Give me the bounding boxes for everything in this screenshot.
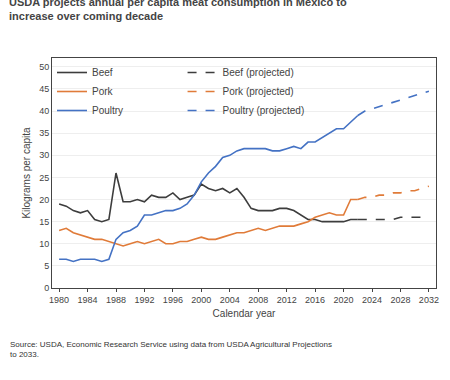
svg-text:2016: 2016	[305, 295, 325, 305]
svg-text:1980: 1980	[49, 295, 69, 305]
svg-text:40: 40	[39, 106, 49, 116]
svg-text:Beef: Beef	[92, 67, 113, 78]
svg-text:2024: 2024	[362, 295, 382, 305]
svg-text:2000: 2000	[191, 295, 211, 305]
svg-text:Kilograms per capita: Kilograms per capita	[21, 127, 32, 219]
svg-text:15: 15	[39, 217, 49, 227]
svg-text:2012: 2012	[277, 295, 297, 305]
svg-text:Calendar year: Calendar year	[213, 308, 276, 319]
svg-text:2008: 2008	[248, 295, 268, 305]
svg-text:1992: 1992	[134, 295, 154, 305]
svg-text:20: 20	[39, 195, 49, 205]
svg-text:1996: 1996	[163, 295, 183, 305]
svg-text:1984: 1984	[78, 295, 98, 305]
svg-text:2004: 2004	[220, 295, 240, 305]
svg-text:30: 30	[39, 150, 49, 160]
svg-text:2032: 2032	[419, 295, 439, 305]
svg-text:Beef (projected): Beef (projected)	[223, 67, 294, 78]
svg-text:10: 10	[39, 239, 49, 249]
svg-text:25: 25	[39, 173, 49, 183]
svg-text:0: 0	[44, 283, 49, 293]
svg-text:Pork: Pork	[92, 86, 114, 97]
svg-text:50: 50	[39, 62, 49, 72]
svg-text:1988: 1988	[106, 295, 126, 305]
svg-text:2020: 2020	[334, 295, 354, 305]
svg-text:Poultry (projected): Poultry (projected)	[223, 105, 305, 116]
svg-text:35: 35	[39, 128, 49, 138]
svg-text:USDA projects annual per capit: USDA projects annual per capita meat con…	[9, 0, 347, 22]
svg-text:5: 5	[44, 261, 49, 271]
svg-text:Source: USDA, Economic Researc: Source: USDA, Economic Research Service …	[10, 340, 332, 359]
svg-text:Pork (projected): Pork (projected)	[223, 86, 294, 97]
svg-text:2028: 2028	[390, 295, 410, 305]
svg-text:Poultry: Poultry	[92, 105, 123, 116]
svg-text:45: 45	[39, 84, 49, 94]
